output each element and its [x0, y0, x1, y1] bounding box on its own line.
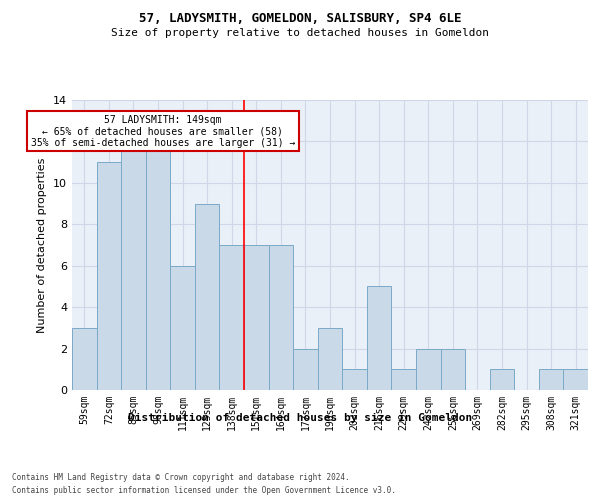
Y-axis label: Number of detached properties: Number of detached properties: [37, 158, 47, 332]
Bar: [293, 348, 318, 390]
Bar: [220, 245, 244, 390]
Text: Contains HM Land Registry data © Crown copyright and database right 2024.: Contains HM Land Registry data © Crown c…: [12, 472, 350, 482]
Text: 57 LADYSMITH: 149sqm
← 65% of detached houses are smaller (58)
35% of semi-detac: 57 LADYSMITH: 149sqm ← 65% of detached h…: [31, 114, 295, 148]
Bar: [563, 370, 588, 390]
Bar: [391, 370, 416, 390]
Text: 57, LADYSMITH, GOMELDON, SALISBURY, SP4 6LE: 57, LADYSMITH, GOMELDON, SALISBURY, SP4 …: [139, 12, 461, 26]
Text: Size of property relative to detached houses in Gomeldon: Size of property relative to detached ho…: [111, 28, 489, 38]
Bar: [269, 245, 293, 390]
Bar: [97, 162, 121, 390]
Bar: [490, 370, 514, 390]
Bar: [170, 266, 195, 390]
Bar: [195, 204, 220, 390]
Text: Distribution of detached houses by size in Gomeldon: Distribution of detached houses by size …: [128, 412, 472, 422]
Bar: [440, 348, 465, 390]
Bar: [539, 370, 563, 390]
Bar: [342, 370, 367, 390]
Bar: [367, 286, 391, 390]
Text: Contains public sector information licensed under the Open Government Licence v3: Contains public sector information licen…: [12, 486, 396, 495]
Bar: [318, 328, 342, 390]
Bar: [416, 348, 440, 390]
Bar: [244, 245, 269, 390]
Bar: [121, 142, 146, 390]
Bar: [146, 142, 170, 390]
Bar: [72, 328, 97, 390]
